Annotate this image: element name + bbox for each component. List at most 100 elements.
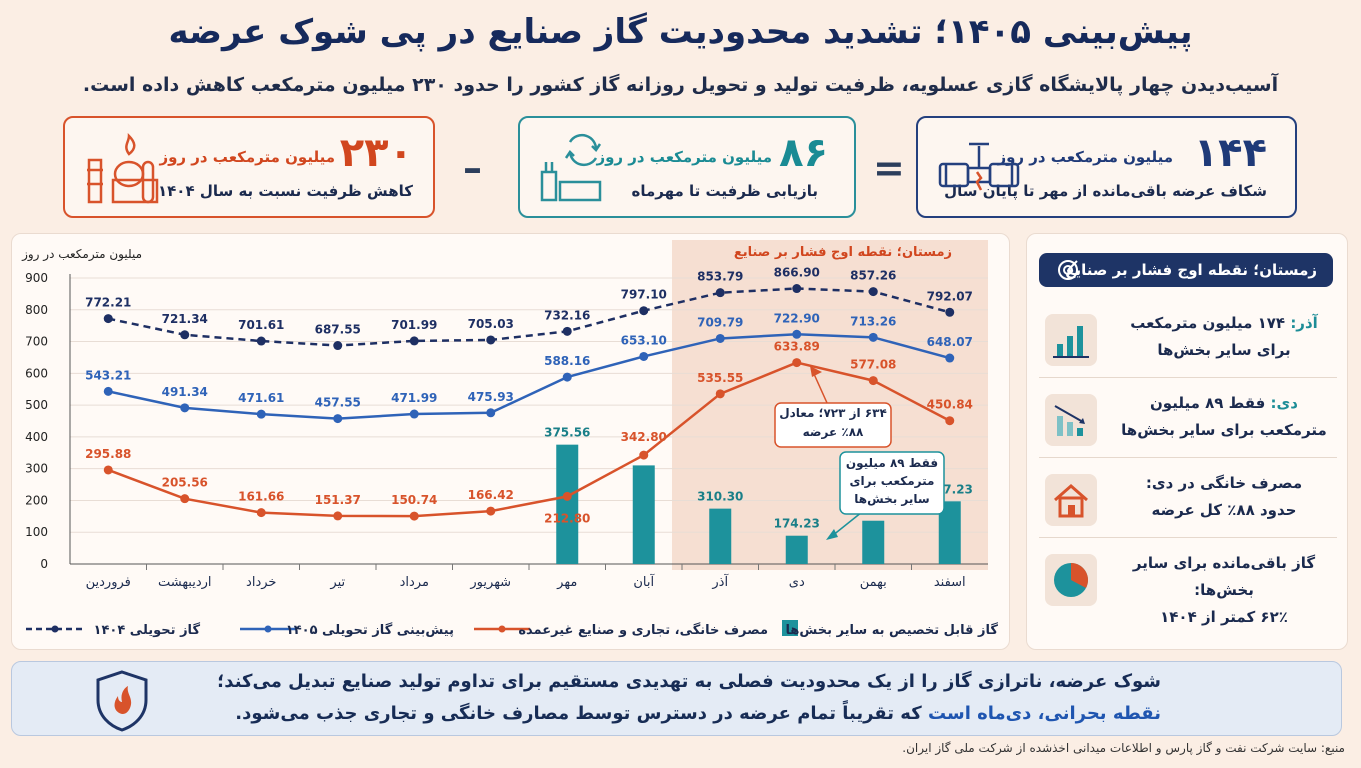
series-point-1 xyxy=(256,409,266,419)
refinery-recycle-icon xyxy=(540,133,602,202)
bar-allocatable xyxy=(632,465,655,564)
x-tick-label: تیر xyxy=(329,575,345,590)
series-point-0 xyxy=(562,326,572,336)
winter-side-panel: زمستان؛ نقطه اوج فشار بر صنایع آذر: ۱۷۴ … xyxy=(1026,233,1348,650)
series-point-1 xyxy=(715,333,725,343)
series-point-0 xyxy=(792,284,802,294)
conclusion-line-1: شوک عرضه، ناترازی گاز را از یک محدودیت ف… xyxy=(217,671,1161,692)
kpi-recovery-number: ۸۶ xyxy=(779,130,828,176)
page-subtitle: آسیب‌دیدن چهار پالایشگاه گازی عسلویه، ظر… xyxy=(82,74,1279,96)
legend-marker-1404 xyxy=(51,625,59,633)
series-value-label-1: 653.10 xyxy=(621,333,667,347)
series-point-0 xyxy=(103,314,113,324)
legend-label-household: مصرف خانگی، تجاری و صنایع غیرعمده xyxy=(518,622,768,638)
pie-chart-icon xyxy=(1054,563,1088,597)
side-item-household-text: مصرف خانگی در دی: حدود ۸۸٪ کل عرضه xyxy=(1145,474,1303,519)
x-tick-label: بهمن xyxy=(860,575,887,590)
series-point-2 xyxy=(639,450,649,460)
series-point-0 xyxy=(868,287,878,297)
series-point-2 xyxy=(256,508,266,518)
kpi-gap-unit: میلیون مترمکعب در روز xyxy=(997,148,1173,166)
x-tick-label: فروردین xyxy=(86,575,131,590)
series-point-1 xyxy=(180,403,190,413)
series-point-1 xyxy=(945,353,955,363)
gas-supply-chart: زمستان؛ نقطه اوج فشار بر صنایع میلیون مت… xyxy=(21,240,998,638)
series-value-label-2: 633.89 xyxy=(774,340,820,354)
series-point-1 xyxy=(868,332,878,342)
winter-highlight-label: زمستان؛ نقطه اوج فشار بر صنایع xyxy=(734,245,952,260)
series-line-0 xyxy=(107,287,951,347)
series-point-2 xyxy=(792,358,802,368)
series-value-label-1: 457.55 xyxy=(315,396,361,410)
side-item-dey-text: دی: فقط ۸۹ میلیون مترمکعب برای سایر بخش‌… xyxy=(1121,394,1327,439)
conclusion-highlight: نقطه بحرانی، دی‌ماه است xyxy=(927,703,1161,724)
house-icon xyxy=(1054,484,1088,518)
y-tick-label: 900 xyxy=(25,271,48,285)
series-point-0 xyxy=(409,336,419,346)
y-tick-label: 400 xyxy=(25,430,48,444)
series-value-label-0: 866.90 xyxy=(774,266,820,280)
series-point-2 xyxy=(868,376,878,386)
target-icon xyxy=(1058,260,1078,280)
series-value-label-2: 295.88 xyxy=(85,447,131,461)
series-point-1 xyxy=(409,409,419,419)
series-point-0 xyxy=(945,307,955,317)
bar-allocatable xyxy=(709,508,732,564)
legend-marker-household xyxy=(498,625,506,633)
series-value-label-0: 687.55 xyxy=(315,323,361,337)
conclusion-line-2: نقطه بحرانی، دی‌ماه است که تقریباً تمام … xyxy=(235,703,1161,724)
x-tick-label: مهر xyxy=(556,575,577,590)
series-line-1 xyxy=(107,333,951,420)
series-point-1 xyxy=(639,351,649,361)
y-tick-label: 500 xyxy=(25,398,48,412)
series-point-1 xyxy=(562,372,572,382)
series-value-label-2: 150.74 xyxy=(391,493,437,507)
low-callout-arrowhead xyxy=(826,529,838,540)
series-line-2 xyxy=(107,361,951,518)
legend-swatch-allocatable xyxy=(782,620,798,636)
series-value-label-2: 577.08 xyxy=(850,358,896,372)
series-point-0 xyxy=(486,335,496,345)
y-tick-label: 0 xyxy=(40,557,48,571)
side-item-remaining: گاز باقی‌مانده برای سایر بخش‌ها: ۶۲٪ کمتر… xyxy=(1039,540,1337,626)
y-tick-label: 300 xyxy=(25,462,48,476)
kpi-loss-desc: کاهش ظرفیت نسبت به سال ۱۴۰۴ xyxy=(157,182,413,200)
series-value-label-1: 709.79 xyxy=(697,315,743,329)
peak-callout-box xyxy=(774,402,892,448)
x-tick-label: اردیبهشت xyxy=(158,575,212,590)
kpi-recovery-unit: میلیون مترمکعب در روز xyxy=(596,148,772,166)
series-value-label-1: 722.90 xyxy=(774,311,820,325)
x-tick-label: خرداد xyxy=(246,575,276,590)
equals-sign: = xyxy=(873,146,905,190)
side-item-remaining-text: گاز باقی‌مانده برای سایر بخش‌ها: ۶۲٪ کمتر… xyxy=(1132,554,1316,626)
series-value-label-0: 772.21 xyxy=(85,296,131,310)
y-tick-label: 100 xyxy=(25,525,48,539)
series-point-0 xyxy=(639,306,649,316)
series-point-0 xyxy=(333,341,343,351)
legend-label-1404: گاز تحویلی ۱۴۰۴ xyxy=(94,622,201,638)
series-point-2 xyxy=(333,511,343,521)
series-point-1 xyxy=(792,329,802,339)
side-panel-header: زمستان؛ نقطه اوج فشار بر صنایع xyxy=(1039,253,1333,287)
series-value-label-1: 543.21 xyxy=(85,368,131,382)
series-value-label-1: 588.16 xyxy=(544,354,590,368)
y-tick-label: 200 xyxy=(25,493,48,507)
minus-sign: – xyxy=(463,146,482,190)
side-item-azar: آذر: ۱۷۴ میلیون مترمکعب برای سایر بخش‌ها xyxy=(1039,300,1337,378)
series-point-2 xyxy=(486,506,496,516)
series-value-label-2: 342.80 xyxy=(621,430,667,444)
x-tick-label: آذر xyxy=(711,573,729,590)
series-value-label-0: 857.26 xyxy=(850,269,896,283)
conclusion-box: شوک عرضه، ناترازی گاز را از یک محدودیت ف… xyxy=(11,661,1342,736)
series-value-label-1: 713.26 xyxy=(850,314,896,328)
pipe-leak-icon xyxy=(938,142,1020,191)
x-tick-label: آبان xyxy=(633,573,655,590)
y-tick-label: 800 xyxy=(25,303,48,317)
peak-callout-text: ۶۳۴ از ۷۲۳؛ معادل ۸۸٪ عرضه xyxy=(779,406,887,439)
bar-chart-icon xyxy=(1053,326,1089,358)
series-value-label-0: 732.16 xyxy=(544,308,590,322)
series-value-label-1: 475.93 xyxy=(468,390,514,404)
series-value-label-2: 166.42 xyxy=(468,488,514,502)
low-callout-arrow xyxy=(831,511,863,537)
series-point-2 xyxy=(562,491,572,501)
